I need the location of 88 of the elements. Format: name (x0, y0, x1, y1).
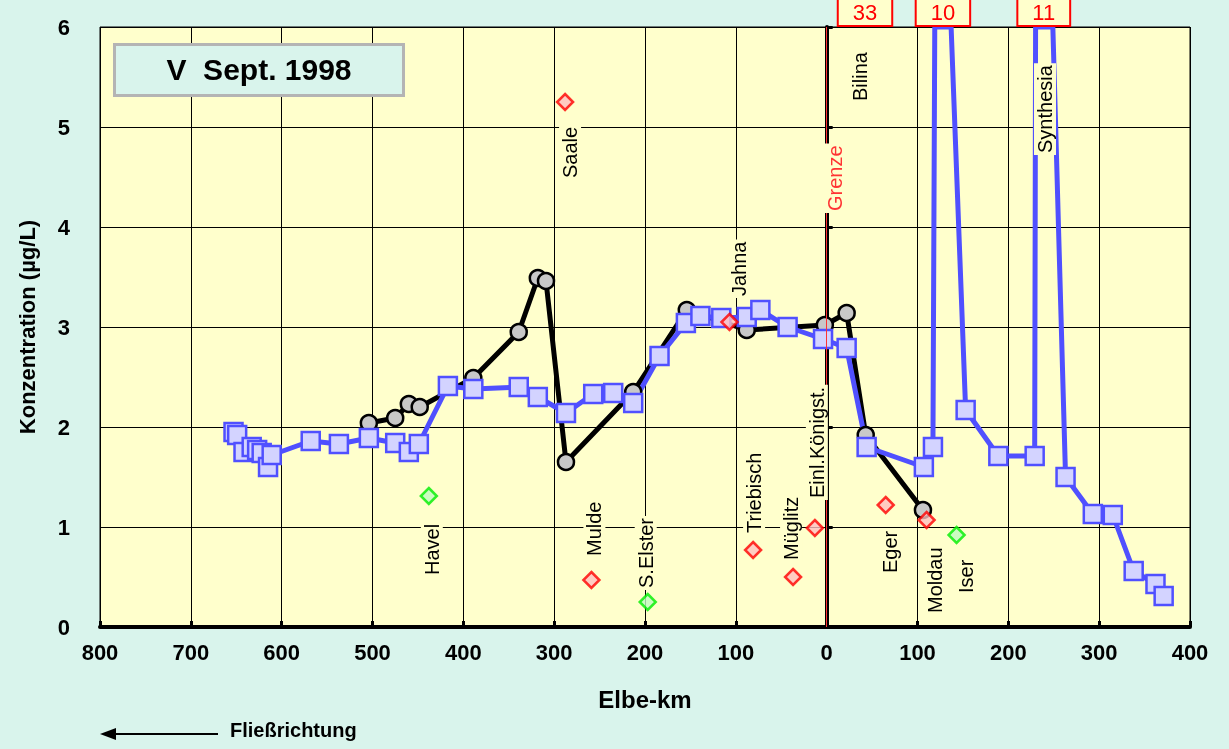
point (463, 378, 484, 400)
annotation: Saale (559, 126, 582, 178)
point (385, 408, 405, 428)
point (1123, 560, 1144, 582)
point (582, 570, 601, 590)
x-tick-label: 100 (717, 639, 755, 665)
point (508, 376, 529, 398)
y-tick-label: 6 (57, 14, 70, 40)
point (555, 92, 575, 112)
y-tick-label: 4 (57, 214, 71, 240)
point (922, 436, 944, 458)
point (805, 518, 825, 538)
point (358, 427, 380, 449)
y-tick-label: 1 (57, 514, 70, 540)
y-tick-label: 5 (57, 114, 70, 140)
point (536, 271, 556, 291)
annotation: S.Elster (634, 517, 657, 588)
x-axis-title: Elbe-km (598, 685, 692, 713)
point (955, 399, 976, 421)
annotation: Mulde (583, 501, 606, 556)
annotation: Synthesia (1034, 64, 1056, 153)
point (743, 540, 763, 560)
point (876, 495, 895, 515)
y-tick-label: 2 (57, 414, 70, 440)
annotation: Eger (878, 530, 901, 573)
point (720, 312, 739, 332)
point (328, 433, 350, 455)
point (917, 510, 936, 530)
point (419, 486, 439, 506)
point (622, 392, 644, 414)
point (856, 436, 877, 458)
y-tick-label: 0 (57, 614, 70, 640)
annotation: Moldau (923, 547, 946, 613)
y-axis-title: Konzentration (µg/L) (14, 219, 40, 435)
x-tick-label: 800 (81, 639, 119, 665)
point (638, 592, 657, 612)
point (947, 525, 966, 545)
point (261, 444, 282, 466)
x-tick-label: 400 (1171, 639, 1209, 665)
point (602, 382, 624, 404)
point (1082, 503, 1104, 525)
annotation: Einl.Königst. (805, 386, 828, 498)
x-tick-label: 200 (626, 639, 664, 665)
ref-line-label: Grenze (823, 145, 846, 211)
point (777, 316, 798, 338)
x-tick-label: 300 (535, 639, 573, 665)
point (988, 445, 1009, 467)
point (783, 567, 803, 587)
point (300, 430, 321, 452)
point (509, 322, 528, 342)
point (527, 386, 549, 408)
x-tick-label: 100 (899, 639, 936, 665)
point (837, 303, 856, 323)
x-tick-label: 700 (172, 639, 210, 665)
point (408, 433, 430, 455)
annotation: 10 (930, 0, 956, 25)
annotation: 11 (1032, 0, 1056, 25)
point (1024, 445, 1045, 467)
title-box: V Sept. 1998 (113, 43, 405, 97)
point (437, 375, 459, 397)
point (690, 305, 711, 327)
point (812, 328, 834, 350)
text: Fließrichtung (230, 719, 357, 741)
point (555, 402, 577, 424)
x-tick-label: 200 (989, 639, 1027, 665)
annotation: Iser (954, 559, 977, 593)
x-tick-label: 500 (354, 639, 391, 665)
point (1055, 466, 1076, 488)
annotation: Müglitz (780, 496, 803, 560)
point (750, 299, 771, 321)
annotation: Havel (420, 523, 443, 575)
x-tick-label: 600 (263, 639, 301, 665)
x-tick-label: 300 (1080, 639, 1118, 665)
point (410, 397, 429, 417)
annotation: Bilina (849, 51, 871, 101)
point (913, 456, 935, 478)
point (649, 345, 670, 367)
y-tick-label: 3 (57, 314, 70, 340)
point (1153, 585, 1174, 607)
point (836, 337, 857, 359)
x-tick-label: 0 (820, 639, 833, 665)
x-tick-label: 400 (444, 639, 482, 665)
annotation: Triebisch (743, 452, 766, 533)
point (556, 452, 576, 472)
point (1102, 504, 1124, 526)
point (582, 383, 604, 405)
annotation: Jahna (728, 240, 751, 296)
text: 33 (852, 0, 878, 25)
